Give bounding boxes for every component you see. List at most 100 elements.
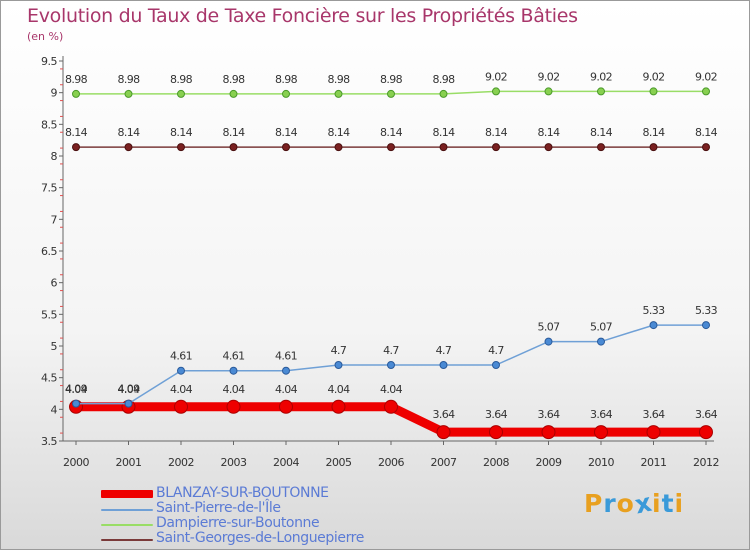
data-label: 4.04 — [65, 383, 88, 396]
data-label: 9.02 — [537, 70, 559, 83]
data-point — [439, 361, 448, 369]
data-point — [72, 143, 80, 152]
data-point — [229, 143, 238, 152]
x-tick-label: 2008 — [483, 456, 509, 469]
data-label: 8.98 — [170, 73, 193, 86]
data-point — [177, 89, 185, 98]
data-point — [124, 89, 133, 98]
data-label: 8.14 — [65, 126, 88, 139]
data-label: 4.04 — [170, 383, 193, 396]
data-point — [279, 399, 293, 414]
data-label: 4.04 — [380, 383, 403, 396]
data-point — [282, 89, 290, 98]
data-label: 3.64 — [590, 408, 613, 421]
data-label: 8.14 — [485, 126, 508, 139]
data-point — [229, 89, 238, 98]
x-tick-label: 2001 — [116, 456, 142, 469]
legend-label: Dampierre-sur-Boutonne — [156, 515, 320, 531]
legend-label: Saint-Pierre-de-l'Île — [156, 500, 281, 516]
y-tick-label: 7.5 — [41, 182, 57, 195]
y-tick-label: 9.5 — [41, 55, 57, 68]
data-point — [439, 89, 448, 98]
data-label: 4.7 — [383, 344, 399, 357]
data-point — [174, 399, 188, 414]
legend-label: Saint-Georges-de-Longuepierre — [156, 530, 364, 546]
data-point — [646, 425, 661, 440]
y-tick-label: 3.5 — [41, 435, 57, 448]
proxiti-logo: Proxiti — [584, 488, 685, 520]
x-tick-label: 2009 — [536, 456, 562, 469]
data-point — [492, 361, 500, 369]
y-unit-label: (en %) — [27, 30, 64, 43]
data-point — [649, 87, 658, 96]
data-label: 3.64 — [537, 408, 560, 421]
data-point — [72, 399, 80, 408]
data-label: 4.04 — [222, 383, 245, 396]
x-tick-label: 2012 — [693, 456, 719, 469]
data-point — [597, 143, 605, 152]
data-point — [597, 87, 605, 96]
logo-letter: o — [616, 489, 635, 518]
logo-letter: i — [674, 489, 685, 518]
data-label: 8.14 — [537, 126, 560, 139]
data-label: 8.14 — [327, 126, 350, 139]
x-tick-label: 2004 — [273, 456, 299, 469]
data-label: 4.7 — [436, 344, 452, 357]
data-point — [384, 399, 398, 414]
data-label: 9.02 — [695, 70, 717, 83]
data-point — [124, 399, 133, 408]
data-point — [702, 321, 710, 330]
x-tick-label: 2003 — [221, 456, 247, 469]
data-point — [489, 425, 503, 440]
data-label: 8.14 — [642, 126, 665, 139]
data-point — [334, 143, 343, 152]
data-label: 8.14 — [432, 126, 455, 139]
data-label: 4.04 — [117, 383, 140, 396]
data-label: 8.98 — [380, 73, 403, 86]
data-point — [649, 321, 658, 330]
data-point — [226, 399, 241, 414]
x-tick-label: 2005 — [326, 456, 352, 469]
data-point — [649, 143, 658, 152]
data-point — [387, 361, 395, 369]
data-label: 5.33 — [695, 304, 718, 317]
logo-letter: i — [652, 489, 662, 518]
data-point — [229, 366, 238, 375]
y-tick-label: 8 — [51, 150, 58, 163]
data-label: 3.64 — [695, 408, 718, 421]
data-point — [702, 143, 710, 152]
data-label: 9.02 — [642, 70, 664, 83]
data-point — [492, 87, 500, 96]
data-label: 8.98 — [327, 73, 350, 86]
data-label: 9.02 — [590, 70, 612, 83]
data-label: 4.61 — [170, 350, 192, 363]
y-tick-label: 6 — [51, 277, 58, 290]
data-label: 5.33 — [642, 304, 665, 317]
data-label: 4.04 — [327, 383, 350, 396]
data-point — [387, 89, 395, 98]
y-tick-label: 4.5 — [41, 372, 57, 385]
x-tick-label: 2011 — [641, 456, 667, 469]
data-label: 8.98 — [275, 73, 298, 86]
legend-swatch — [101, 490, 153, 498]
data-point — [282, 366, 290, 375]
data-label: 8.14 — [222, 126, 245, 139]
data-point — [544, 143, 553, 152]
data-point — [72, 89, 80, 98]
data-label: 3.64 — [642, 408, 665, 421]
data-label: 4.09 — [117, 383, 140, 396]
data-point — [436, 425, 451, 440]
data-label: 4.09 — [65, 383, 88, 396]
logo-letter: t — [661, 489, 675, 518]
data-label: 8.98 — [117, 73, 140, 86]
data-label: 4.04 — [275, 383, 298, 396]
data-point — [597, 337, 605, 346]
data-label: 4.7 — [331, 344, 347, 357]
data-label: 8.98 — [65, 73, 88, 86]
y-tick-label: 8.5 — [41, 118, 57, 131]
y-tick-label: 9 — [51, 87, 58, 100]
data-point — [334, 361, 343, 369]
y-tick-label: 4 — [51, 403, 58, 416]
